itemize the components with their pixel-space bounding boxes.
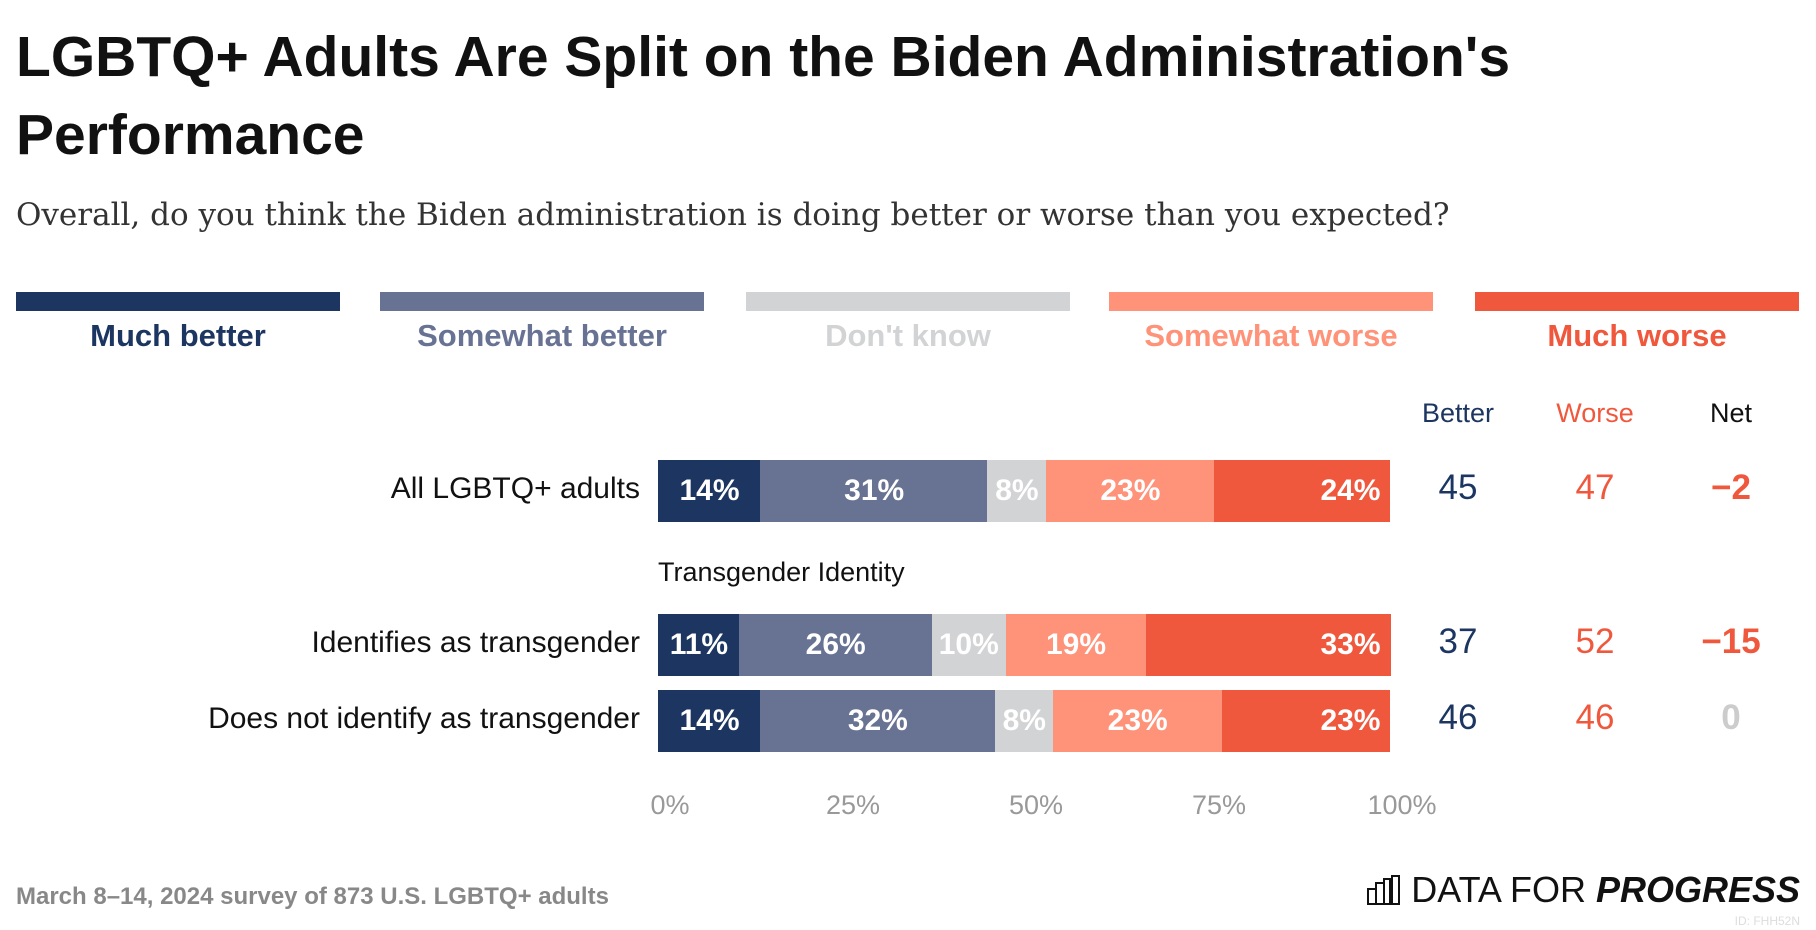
bar-segment: 11% (658, 614, 740, 676)
x-tick-label: 100% (1367, 790, 1437, 820)
bar-segment: 14% (658, 690, 761, 752)
worse-header: Worse (1556, 398, 1634, 428)
chart-id: ID: FHH52N (1734, 914, 1800, 928)
bar-segment: 23% (1053, 690, 1223, 752)
row-label: All LGBTQ+ adults (390, 472, 640, 505)
better-value: 46 (1438, 698, 1478, 737)
bar-chart-logo-icon (1367, 875, 1401, 905)
x-tick-label: 75% (1191, 790, 1247, 820)
legend-swatch (1109, 292, 1433, 311)
legend-swatch (1475, 292, 1799, 311)
x-tick-label: 50% (1008, 790, 1064, 820)
bar-segment: 26% (739, 614, 933, 676)
worse-value: 52 (1575, 622, 1615, 661)
net-value: −2 (1711, 468, 1751, 507)
bar-segment: 8% (994, 690, 1054, 752)
bar-segment: 8% (987, 460, 1047, 522)
net-value: 0 (1721, 698, 1741, 737)
chart-title: LGBTQ+ Adults Are Split on the Biden Adm… (16, 25, 1511, 167)
bar-segment: 10% (931, 614, 1006, 676)
row-label: Does not identify as transgender (208, 702, 640, 735)
legend-swatch (16, 292, 340, 311)
footer-note: March 8–14, 2024 survey of 873 U.S. LGBT… (16, 883, 609, 910)
better-value: 37 (1438, 622, 1478, 661)
better-header: Better (1421, 398, 1495, 428)
legend-label: Somewhat worse (1144, 318, 1398, 353)
bar-segment: 23% (1221, 690, 1391, 752)
legend-swatch (746, 292, 1070, 311)
bar-segment: 33% (1146, 614, 1391, 676)
group-label: Transgender Identity (658, 557, 905, 587)
legend-label: Much worse (1547, 318, 1727, 353)
worse-value: 46 (1575, 698, 1615, 737)
row-label: Identifies as transgender (311, 626, 640, 659)
net-header: Net (1709, 398, 1753, 428)
legend-label: Don't know (825, 318, 991, 353)
bar-segment: 31% (760, 460, 988, 522)
better-value: 45 (1438, 468, 1478, 507)
chart-subtitle: Overall, do you think the Biden administ… (16, 197, 1450, 233)
legend-label: Somewhat better (417, 318, 667, 353)
bar-segment: 32% (760, 690, 996, 752)
legend-label: Much better (90, 318, 266, 353)
logo: DATA FOR PROGRESS (1367, 870, 1800, 910)
legend-swatch (380, 292, 704, 311)
bar-segment: 23% (1045, 460, 1215, 522)
bar-segment: 24% (1214, 460, 1391, 522)
net-value: −15 (1701, 622, 1761, 661)
bar-segment: 19% (1005, 614, 1147, 676)
x-tick-label: 25% (825, 790, 881, 820)
bar-segment: 14% (658, 460, 761, 522)
logo-text-bold: PROGRESS (1595, 869, 1800, 910)
logo-text: DATA FOR (1411, 869, 1586, 910)
x-tick-label: 0% (650, 790, 690, 820)
worse-value: 47 (1575, 468, 1615, 507)
